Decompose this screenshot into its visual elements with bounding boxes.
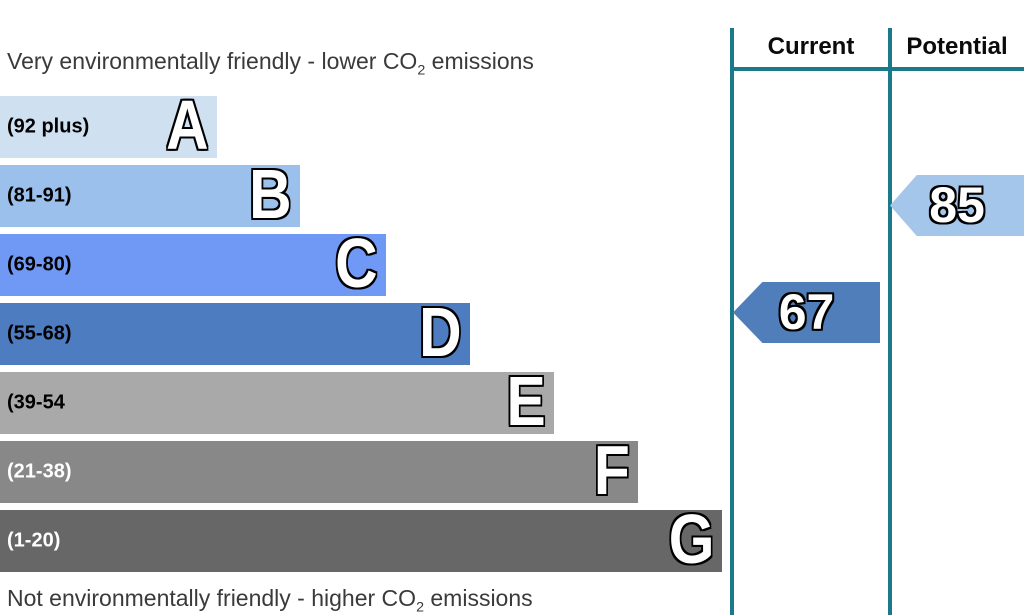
band-bar-e: (39-54 E xyxy=(0,362,554,441)
top-caption: Very environmentally friendly - lower CO… xyxy=(7,48,534,78)
band-letter: B xyxy=(249,155,292,234)
band-letter: A xyxy=(166,86,209,165)
band-letter: G xyxy=(668,500,714,579)
top-caption-subscript: 2 xyxy=(417,62,426,79)
current-column-header: Current xyxy=(767,33,855,60)
band-bar-g: (1-20) G xyxy=(0,500,722,579)
bottom-caption-subscript: 2 xyxy=(416,599,424,615)
band-row-c: (69-80) C xyxy=(0,224,386,303)
band-bar-d: (55-68) D xyxy=(0,293,470,372)
table-header-underline xyxy=(730,67,1024,71)
band-range-label: (69-80) xyxy=(7,253,72,276)
band-letter: D xyxy=(419,293,462,372)
bottom-caption-text: Not environmentally friendly - higher CO xyxy=(7,585,417,611)
band-row-a: (92 plus) A xyxy=(0,86,217,165)
band-row-g: (1-20) G xyxy=(0,500,722,579)
band-range-label: (81-91) xyxy=(7,184,72,207)
band-range-label: (39-54 xyxy=(7,391,65,414)
band-range-label: (55-68) xyxy=(7,322,72,345)
band-range-label: (92 plus) xyxy=(7,115,90,138)
band-range-label: (1-20) xyxy=(7,529,61,552)
band-bar-f: (21-38) F xyxy=(0,431,638,510)
potential-rating-value: 85 xyxy=(929,177,985,233)
top-caption-suffix: emissions xyxy=(425,48,534,74)
bottom-caption-suffix: emissions xyxy=(424,585,533,611)
current-rating-arrow: 67 xyxy=(733,282,880,343)
potential-column-header: Potential xyxy=(906,33,1008,60)
potential-rating-arrow: 85 xyxy=(890,175,1024,236)
table-divider-right xyxy=(888,28,892,615)
band-row-e: (39-54 E xyxy=(0,362,554,441)
band-row-f: (21-38) F xyxy=(0,431,638,510)
bottom-caption: Not environmentally friendly - higher CO… xyxy=(7,585,533,615)
band-letter: E xyxy=(506,362,546,441)
band-range-label: (21-38) xyxy=(7,460,72,483)
top-caption-text: Very environmentally friendly - lower CO xyxy=(7,48,418,74)
band-row-b: (81-91) B xyxy=(0,155,300,234)
band-bar-b: (81-91) B xyxy=(0,155,300,234)
band-letter: F xyxy=(594,431,630,510)
current-rating-value: 67 xyxy=(778,284,835,340)
band-bar-a: (92 plus) A xyxy=(0,86,217,165)
table-divider-left xyxy=(730,28,734,615)
band-bar-c: (69-80) C xyxy=(0,224,386,303)
band-row-d: (55-68) D xyxy=(0,293,470,372)
band-letter: C xyxy=(335,224,378,303)
